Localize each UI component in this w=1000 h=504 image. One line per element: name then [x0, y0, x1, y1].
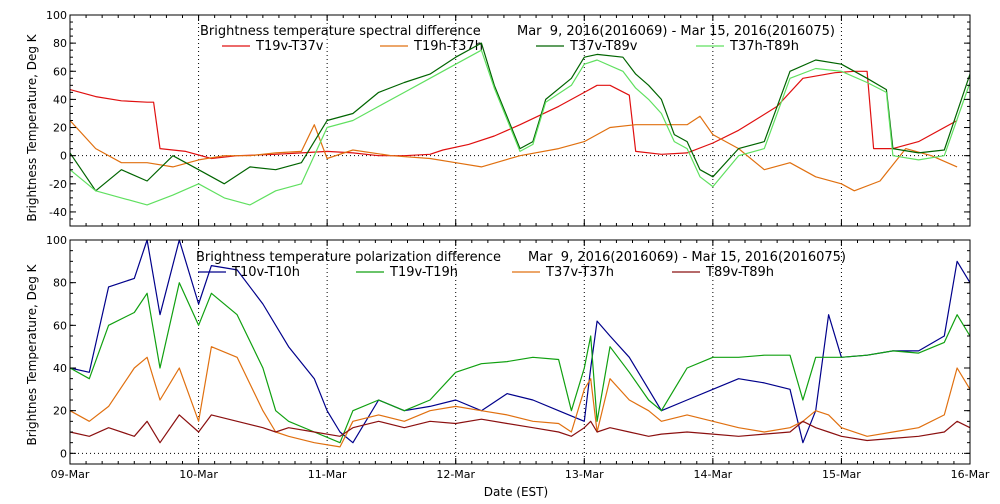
x-tick-label: 13-Mar [565, 468, 604, 481]
y-tick-label: 40 [53, 362, 67, 375]
y-tick-label: 80 [53, 37, 67, 50]
legend-label: T37v-T37h [545, 265, 614, 280]
y-axis-label: Brightness Temperature, Deg K [25, 33, 39, 221]
y-tick-label: 20 [53, 405, 67, 418]
legend-label: T19v-T37v [255, 39, 324, 54]
y-tick-label: 100 [46, 234, 67, 247]
y-tick-label: 20 [53, 122, 67, 135]
x-tick-label: 14-Mar [693, 468, 732, 481]
legend-label: T37v-T89v [569, 39, 638, 54]
y-axis-label: Brightnes Temperature, Deg K [25, 263, 39, 445]
panel-title: Brightness temperature spectral differen… [200, 24, 481, 39]
series-line-T10v-T10h [69, 239, 971, 444]
plot-frame [69, 239, 971, 465]
x-tick-label: 09-Mar [51, 468, 90, 481]
legend-label: T89v-T89h [705, 265, 774, 280]
y-tick-label: 80 [53, 277, 67, 290]
polarization-difference-panel: Brightness temperature polarization diff… [25, 234, 990, 499]
series-line-T37v-T37h [69, 346, 971, 448]
x-tick-label: 10-Mar [179, 468, 218, 481]
y-tick-label: -20 [49, 178, 67, 191]
series-line-T89v-T89h [69, 414, 971, 444]
y-tick-label: 40 [53, 93, 67, 106]
y-tick-label: 60 [53, 319, 67, 332]
y-tick-label: 0 [60, 447, 67, 460]
series-line-T19v-T19h [69, 282, 971, 444]
legend-label: T37h-T89h [729, 39, 799, 54]
x-tick-label: 11-Mar [308, 468, 347, 481]
plot-frame [69, 14, 971, 227]
x-tick-label: 15-Mar [822, 468, 861, 481]
y-tick-label: 60 [53, 65, 67, 78]
spectral-difference-panel: Brightness temperature spectral differen… [25, 9, 971, 227]
x-axis-label: Date (EST) [484, 485, 548, 499]
series-line-T19v-T37v [69, 70, 958, 160]
legend-label: T19v-T19h [389, 265, 458, 280]
legend-label: T10v-T10h [231, 265, 300, 280]
panel-date-range: Mar 9, 2016(2016069) - Mar 15, 2016(2016… [517, 24, 835, 39]
y-tick-label: 100 [46, 9, 67, 22]
x-tick-label: 16-Mar [951, 468, 990, 481]
panel-date-range: Mar 9, 2016(2016069) - Mar 15, 2016(2016… [528, 250, 846, 265]
legend-label: T19h-T37h [413, 39, 483, 54]
x-tick-label: 12-Mar [436, 468, 475, 481]
y-tick-label: -40 [49, 206, 67, 219]
panel-title: Brightness temperature polarization diff… [196, 250, 501, 265]
series-line-T37h-T89h [69, 49, 971, 206]
series-line-T37v-T89v [69, 42, 971, 192]
series-line-T19h-T37h [69, 115, 958, 192]
y-tick-label: 0 [60, 150, 67, 163]
